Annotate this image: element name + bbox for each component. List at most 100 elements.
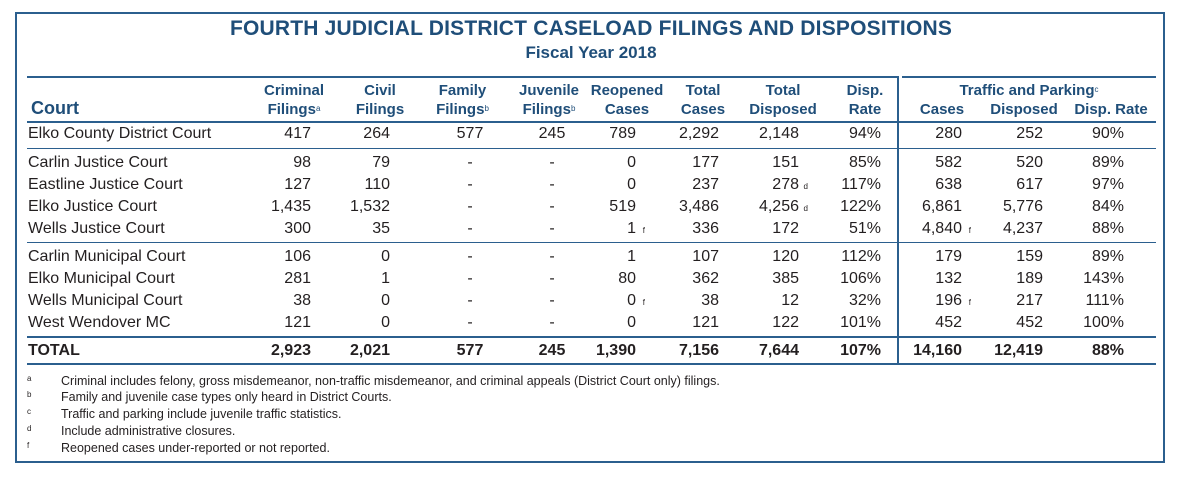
table-row-7-total: 38 xyxy=(701,292,719,309)
table-row-8-disposed: 122 xyxy=(772,314,799,331)
table-row-4-t-disposed: 4,237 xyxy=(1002,220,1043,237)
traffic-cases-header: Cases xyxy=(919,101,965,118)
table-row-8-rate: 101% xyxy=(840,314,881,331)
table-row-2-civil: 110 xyxy=(364,176,390,193)
table-row-0-t-rate: 90% xyxy=(1091,125,1124,142)
footnote-text: Family and juvenile case types only hear… xyxy=(61,390,392,404)
table-row-3-civil: 1,532 xyxy=(349,198,390,215)
table-row-5-t-disposed: 159 xyxy=(1016,248,1043,265)
total-bottom-rule xyxy=(27,363,1156,365)
table-row-8-t-cases: 452 xyxy=(935,314,962,331)
traffic-column-divider xyxy=(897,76,899,365)
total-row-total: 7,156 xyxy=(678,342,719,359)
table-row-4-family: - xyxy=(467,220,473,237)
table-row-6-civil: 1 xyxy=(381,270,390,287)
total-row-t-disposed: 12,419 xyxy=(994,342,1043,359)
family-header: Family Filingsb xyxy=(436,82,489,118)
table-row-4-court: Wells Justice Court xyxy=(28,220,165,237)
table-row-5-t-rate: 89% xyxy=(1091,248,1124,265)
table-row-3-reopened: 519 xyxy=(609,198,636,215)
table-row-8-court: West Wendover MC xyxy=(28,314,171,331)
table-row-7-family: - xyxy=(467,292,473,309)
table-row-5-court: Carlin Municipal Court xyxy=(28,248,186,265)
total-row-t-rate: 88% xyxy=(1091,342,1124,359)
table-row-2-reopened: 0 xyxy=(627,176,636,193)
table-row-7-t-cases: 196 f xyxy=(935,292,971,309)
page-title: FOURTH JUDICIAL DISTRICT CASELOAD FILING… xyxy=(229,17,953,40)
table-row-7-criminal: 38 xyxy=(293,292,311,309)
table-row-1-civil: 79 xyxy=(372,154,390,171)
total-row-juvenile: 245 xyxy=(538,342,566,359)
table-row-3-family: - xyxy=(467,198,473,215)
table-row-4-civil: 35 xyxy=(372,220,390,237)
table-row-8-reopened: 0 xyxy=(627,314,636,331)
total-row-reopened: 1,390 xyxy=(595,342,636,359)
court-column-header: Court xyxy=(31,98,79,118)
table-row-0-criminal: 417 xyxy=(284,125,311,142)
table-row-2-total: 237 xyxy=(692,176,719,193)
table-row-4-t-cases: 4,840 f xyxy=(921,220,971,237)
total-row-rate: 107% xyxy=(840,342,881,359)
table-row-1-court: Carlin Justice Court xyxy=(28,154,168,171)
table-row-5-family: - xyxy=(467,248,473,265)
table-row-6-reopened: 80 xyxy=(618,270,636,287)
table-row-7-disposed: 12 xyxy=(781,292,799,309)
total-row-court: TOTAL xyxy=(28,342,80,359)
traffic-top-rule xyxy=(902,76,1156,78)
footnote-key: b xyxy=(27,390,32,399)
table-row-2-criminal: 127 xyxy=(284,176,311,193)
total-row-t-cases: 14,160 xyxy=(913,342,962,359)
table-row-3-criminal: 1,435 xyxy=(270,198,311,215)
table-row-2-disposed: 278 d xyxy=(772,176,808,193)
table-row-2-court: Eastline Justice Court xyxy=(28,176,183,193)
group-divider-1 xyxy=(27,148,1156,149)
juvenile-header: Juvenile Filingsb xyxy=(518,82,580,118)
table-row-6-t-rate: 143% xyxy=(1083,270,1124,287)
table-row-7-t-disposed: 217 xyxy=(1016,292,1043,309)
total-row-family: 577 xyxy=(456,342,484,359)
table-row-6-total: 362 xyxy=(692,270,719,287)
table-row-0-civil: 264 xyxy=(363,125,390,142)
total-row-criminal: 2,923 xyxy=(270,342,311,359)
table-row-1-t-cases: 582 xyxy=(935,154,962,171)
table-row-7-t-rate: 111% xyxy=(1085,292,1124,309)
table-row-2-rate: 117% xyxy=(841,176,881,193)
total-row-disposed: 7,644 xyxy=(758,342,799,359)
table-row-8-t-disposed: 452 xyxy=(1016,314,1043,331)
table-row-8-family: - xyxy=(467,314,473,331)
table-row-3-disposed: 4,256 d xyxy=(758,198,808,215)
footnote-text: Criminal includes felony, gross misdemea… xyxy=(61,374,720,388)
civil-header: Civil Filings xyxy=(355,82,405,118)
table-row-5-juvenile: - xyxy=(549,248,555,265)
table-row-4-disposed: 172 xyxy=(772,220,799,237)
table-row-6-t-disposed: 189 xyxy=(1016,270,1043,287)
table-row-0-t-disposed: 252 xyxy=(1016,125,1043,142)
footnote-text: Traffic and parking include juvenile tra… xyxy=(61,407,342,421)
table-row-8-juvenile: - xyxy=(549,314,555,331)
table-row-0-reopened: 789 xyxy=(609,125,636,142)
footnote-key: f xyxy=(27,441,30,450)
footnote-key: d xyxy=(27,424,32,433)
table-row-2-t-cases: 638 xyxy=(935,176,962,193)
table-row-8-civil: 0 xyxy=(381,314,390,331)
table-row-6-criminal: 281 xyxy=(284,270,311,287)
table-row-6-t-cases: 132 xyxy=(935,270,962,287)
table-row-5-criminal: 106 xyxy=(284,248,311,265)
traffic-disposed-header: Disposed xyxy=(990,101,1058,118)
table-row-5-rate: 112% xyxy=(841,248,881,265)
table-row-1-disposed: 151 xyxy=(772,154,799,171)
table-row-8-total: 121 xyxy=(692,314,719,331)
table-row-2-t-rate: 97% xyxy=(1091,176,1124,193)
table-row-5-reopened: 1 xyxy=(627,248,636,265)
table-row-1-total: 177 xyxy=(692,154,719,171)
table-row-3-rate: 122% xyxy=(840,198,881,215)
table-row-1-t-disposed: 520 xyxy=(1016,154,1043,171)
table-row-0-rate: 94% xyxy=(848,125,881,142)
traffic-rate-header: Disp. Rate xyxy=(1074,101,1148,118)
table-row-1-t-rate: 89% xyxy=(1091,154,1124,171)
table-row-8-criminal: 121 xyxy=(284,314,311,331)
footnote-text: Reopened cases under-reported or not rep… xyxy=(61,441,330,455)
table-row-7-juvenile: - xyxy=(549,292,555,309)
criminal-header: Criminal Filingsa xyxy=(263,82,324,118)
